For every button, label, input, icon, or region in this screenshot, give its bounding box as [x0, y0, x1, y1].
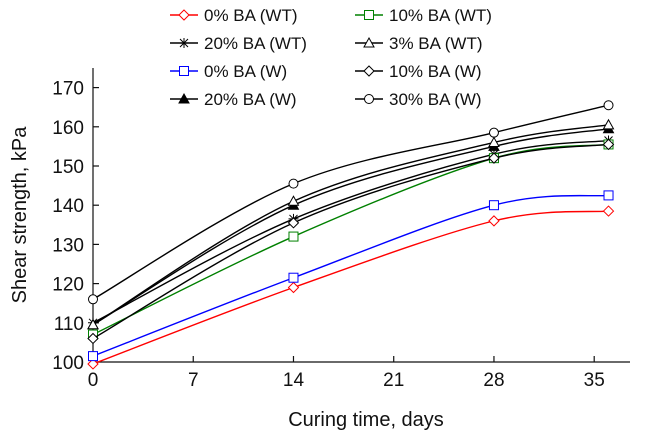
y-tick-label: 130 [52, 235, 84, 256]
data-point-10-ba-w [87, 332, 99, 345]
series-line-10-ba-wt [92, 143, 609, 336]
ticks: 0 7 14 21 28 35 100 110 120 130 140 150 160 170 [52, 79, 604, 391]
data-point-3-ba-wt [287, 195, 300, 206]
legend-marker-10-ba-w [363, 65, 375, 77]
data-point-3-ba-wt [87, 318, 99, 330]
data-point-0-ba-w [288, 272, 299, 283]
data-point-30-ba-w [603, 100, 614, 111]
y-tick-label: 170 [52, 79, 84, 100]
data-point-0-ba-wt [87, 358, 99, 370]
data-point-0-ba-w [88, 351, 98, 362]
legend-label-0-ba-wt: 0% BA (WT) [204, 6, 298, 25]
legend-label-20-ba-wt: 20% BA (WT) [204, 34, 307, 53]
legend-marker-20-ba-wt [179, 38, 189, 48]
data-point-30-ba-w [488, 127, 499, 138]
data-point-0-ba-wt [488, 215, 500, 227]
legend-label-20-ba-w: 20% BA (W) [204, 90, 297, 109]
x-tick-label: 0 [88, 370, 99, 391]
y-tick-label: 160 [52, 118, 84, 139]
data-point-10-ba-w [488, 152, 500, 164]
x-tick-label: 7 [188, 370, 199, 391]
legend-marker-20-ba-w [178, 92, 190, 104]
data-point-0-ba-wt [287, 281, 300, 294]
legend-marker-0-ba-w [179, 66, 189, 76]
y-tick-label: 120 [52, 275, 84, 296]
series-line-20-ba-w [92, 128, 609, 326]
y-tick-label: 110 [54, 314, 84, 335]
data-point-0-ba-wt [602, 205, 615, 217]
data-point-3-ba-wt [488, 136, 500, 147]
data-point-30-ba-w [288, 178, 299, 189]
legend-marker-0-ba-wt [178, 9, 190, 21]
y-axis-title: Shear strength, kPa [9, 126, 31, 304]
x-tick-label: 14 [283, 370, 305, 391]
series-line-30-ba-w [92, 104, 609, 300]
y-tick-label: 140 [52, 196, 84, 217]
y-tick-label: 150 [52, 157, 84, 178]
x-tick-label: 28 [483, 370, 504, 391]
legend-marker-10-ba-wt [364, 10, 374, 20]
legend-label-3-ba-wt: 3% BA (WT) [389, 34, 483, 53]
x-tick-label: 21 [383, 370, 404, 391]
series-group [87, 100, 615, 370]
legend-label-30-ba-w: 30% BA (W) [389, 90, 482, 109]
legend-marker-30-ba-w [364, 94, 374, 104]
data-point-10-ba-wt [288, 231, 299, 242]
series-line-0-ba-wt [92, 210, 609, 365]
x-tick-label: 35 [584, 370, 605, 391]
axes [92, 68, 630, 363]
data-point-3-ba-wt [602, 118, 615, 130]
data-point-0-ba-w [488, 200, 499, 211]
legend: 0% BA (WT) 20% BA (WT) 0% BA (W) 20% BA (W)… [170, 6, 492, 109]
x-axis-title: Curing time, days [288, 409, 444, 431]
data-point-0-ba-w [603, 190, 614, 201]
series-line-20-ba-wt [92, 139, 609, 324]
legend-label-10-ba-wt: 10% BA (WT) [389, 6, 492, 25]
legend-marker-3-ba-wt [363, 36, 375, 48]
series-line-3-ba-wt [92, 124, 609, 326]
series-line-10-ba-w [92, 143, 609, 340]
legend-label-0-ba-w: 0% BA (W) [204, 62, 287, 81]
y-tick-label: 100 [52, 353, 84, 374]
data-point-10-ba-w [287, 217, 300, 229]
legend-label-10-ba-w: 10% BA (W) [389, 62, 482, 81]
data-point-10-ba-w [602, 138, 615, 151]
data-point-30-ba-w [88, 294, 98, 305]
series-line-0-ba-w [92, 194, 609, 357]
